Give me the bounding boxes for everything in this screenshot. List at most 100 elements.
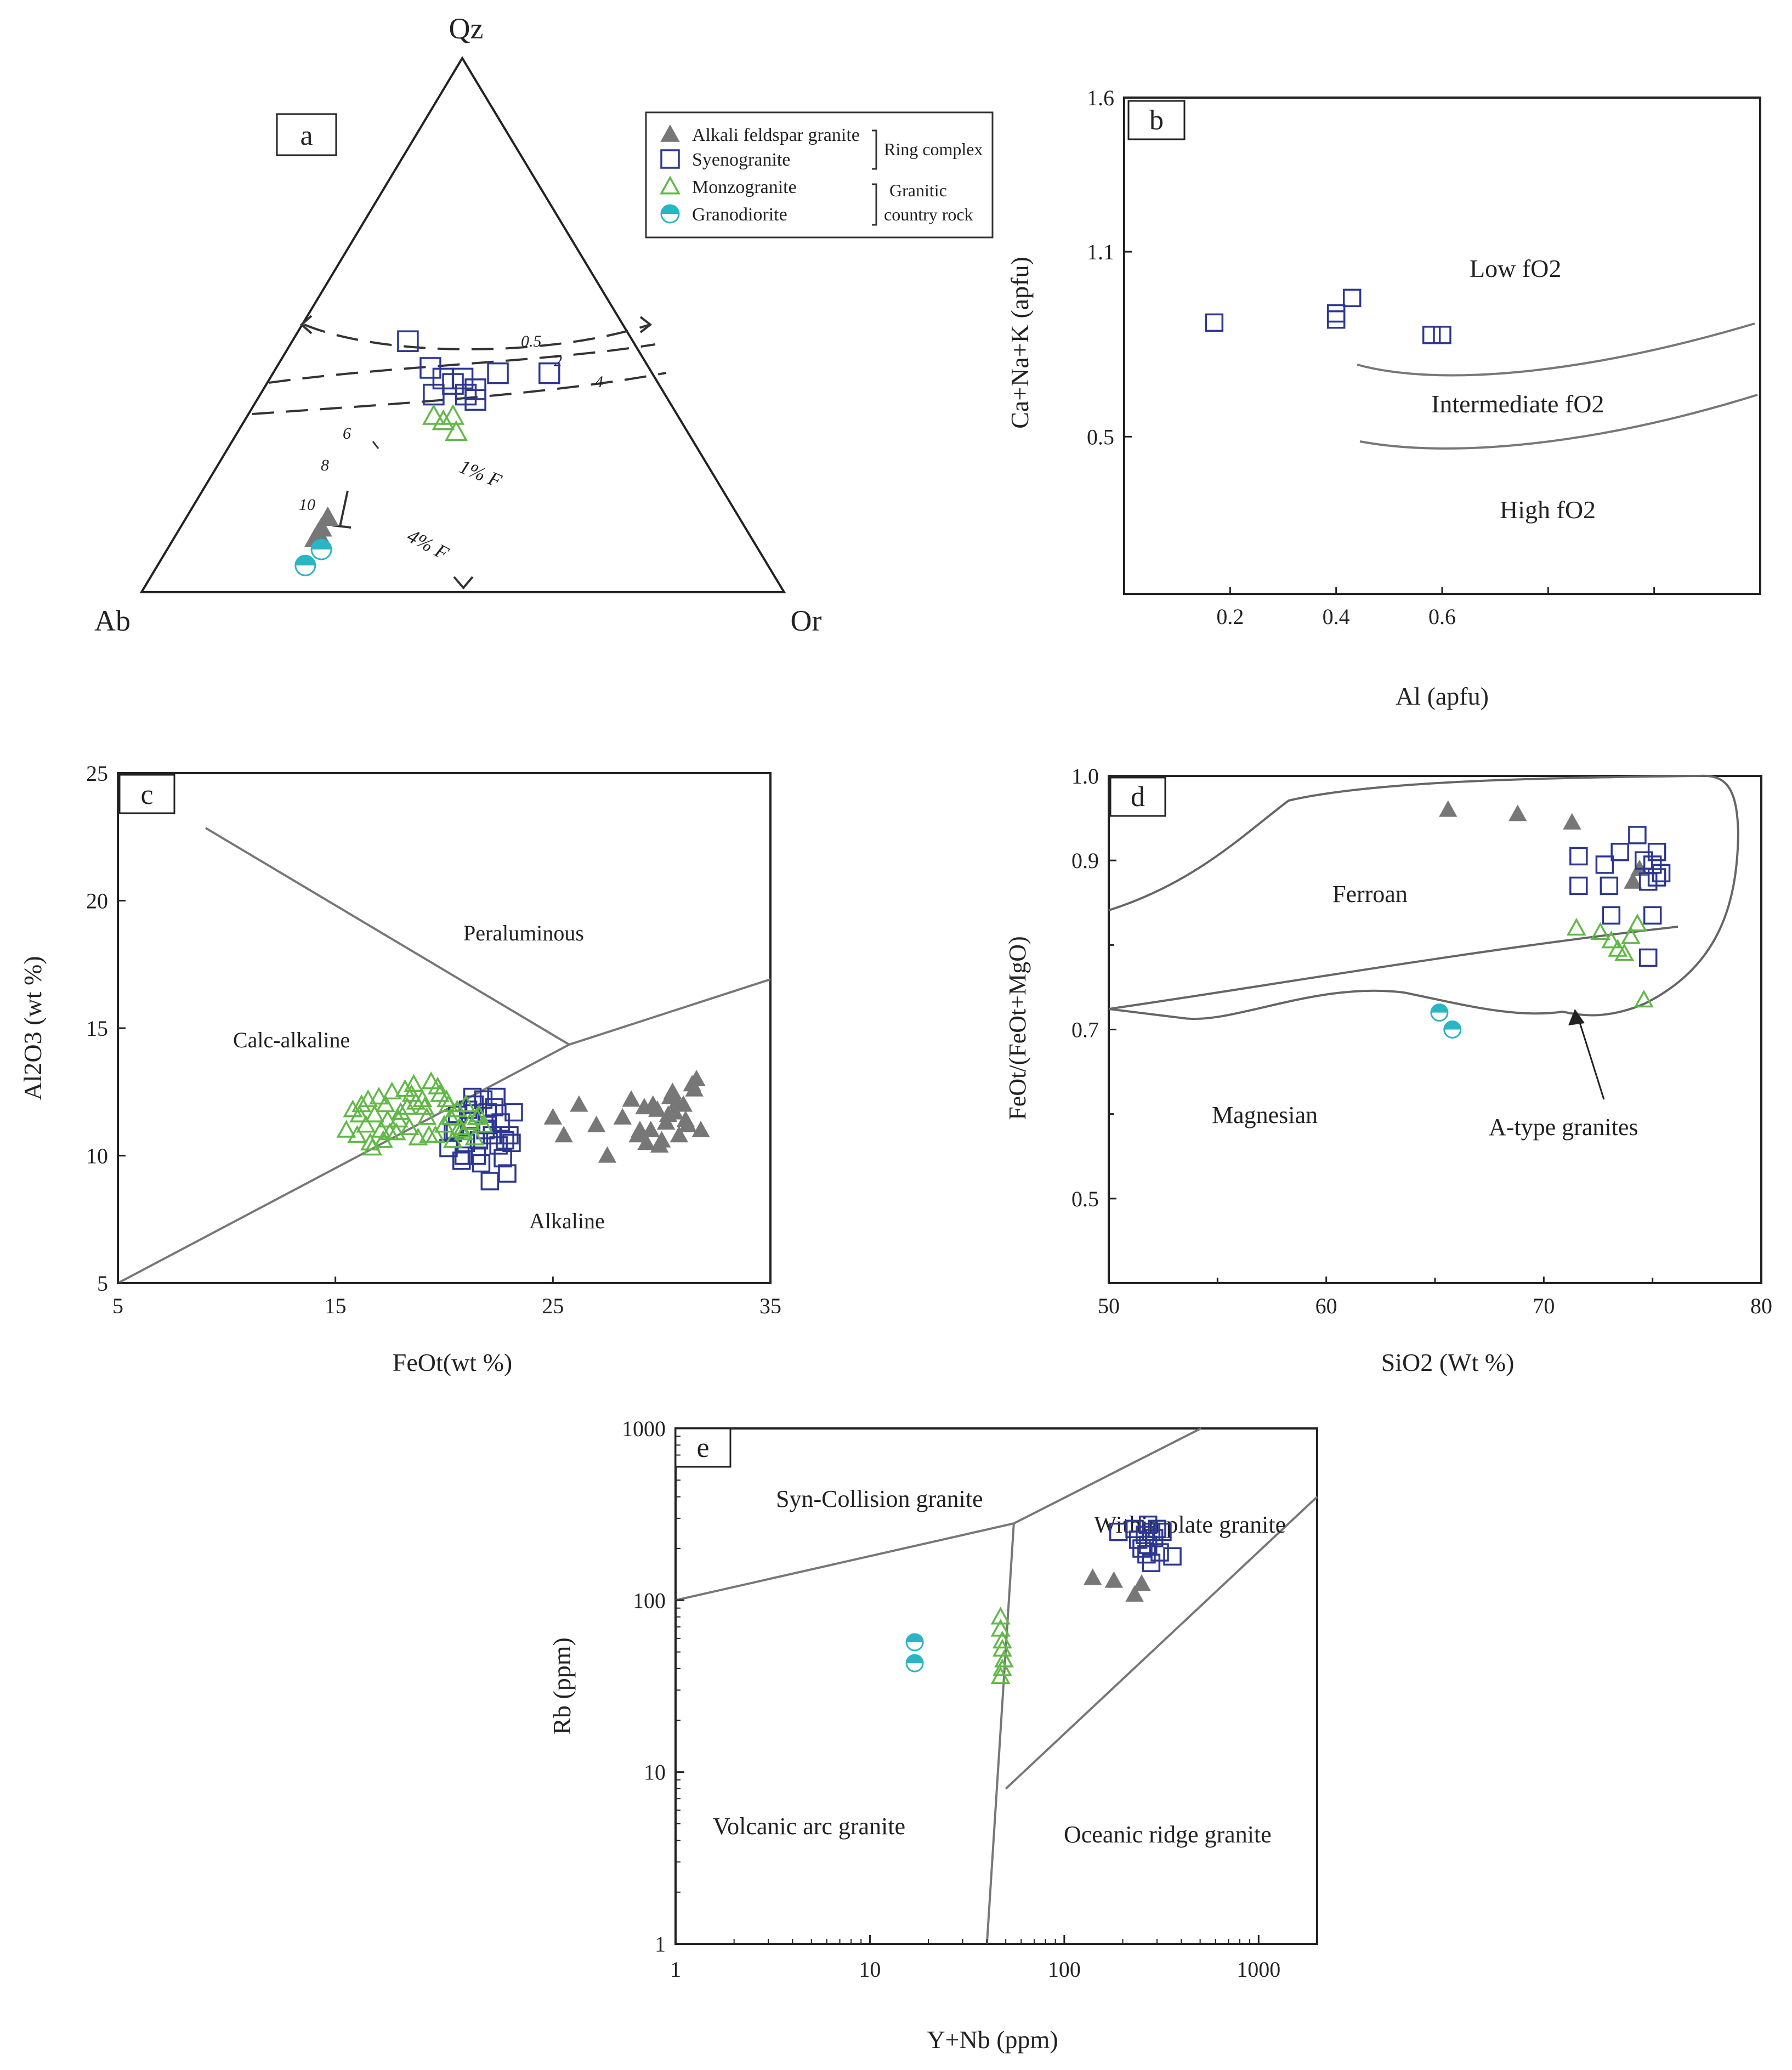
panel-c-point-alkali-feldspar-granite (543, 1108, 563, 1125)
panel-c-point-alkali-feldspar-granite (587, 1115, 606, 1132)
ferroan-magnesian-boundary (1108, 926, 1678, 1010)
panel-c-point-monzogranite (362, 1137, 383, 1156)
panel-c-point-monzogranite (365, 1104, 385, 1122)
panel-c-ticks: 5 15 25 35 5 10 15 20 25 (86, 761, 781, 1318)
panel-e-point-monzogranite (994, 1649, 1014, 1668)
panel-c-point-monzogranite (456, 1094, 476, 1113)
panel-c-point-syenogranite (480, 1172, 500, 1190)
y-tick-label: 1 (655, 1932, 666, 1956)
fluorine-arrow-6 (372, 441, 379, 449)
panel-d-point-syenogranite (1643, 906, 1662, 925)
panel-d-point-syenogranite (1647, 868, 1666, 887)
panel-e-point-granodiorite (905, 1633, 924, 1652)
panel-d-point-syenogranite (1602, 906, 1621, 925)
x-tick-label: 1000 (1237, 1957, 1280, 1982)
panel-c-point-syenogranite (504, 1103, 523, 1122)
curve-label-4: 4 (595, 373, 603, 391)
panel-c-point-alkali-feldspar-granite (691, 1120, 710, 1137)
panel-c-point-monzogranite (369, 1086, 389, 1105)
panel-c-point-monzogranite (408, 1127, 428, 1145)
panel-b-point-syenogranite (1433, 326, 1451, 344)
panel-c-point-alkali-feldspar-granite (670, 1126, 689, 1143)
boundary-vag-wpg (985, 1523, 1015, 1944)
panel-d-point-monzogranite (1627, 914, 1647, 932)
panel-c-points (336, 1069, 710, 1190)
vertex-label-right: Or (791, 604, 822, 637)
panel-d-point-granodiorite (1443, 1020, 1462, 1039)
panel-d-point-syenogranite (1569, 847, 1588, 866)
legend-box (645, 111, 994, 239)
panel-d-point-monzogranite (1614, 943, 1635, 961)
panel-e-point-monzogranite (992, 1658, 1012, 1676)
x-tick-label: 60 (1315, 1294, 1337, 1318)
panel-c-point-alkali-feldspar-granite (659, 1105, 678, 1122)
panel-c-point-monzogranite (428, 1076, 448, 1094)
panel-e-ticks: 1 10 100 1000 1 10 100 1000 (622, 1416, 1318, 1982)
panel-a-point-monzogranite (422, 404, 445, 425)
panel-c-point-monzogranite (395, 1079, 415, 1097)
y-tick-label: 0.9 (1071, 848, 1099, 873)
panel-a-ternary: Qz Ab Or a 0.5 2 4 6 8 10 1% F 4% F Alka… (94, 12, 994, 637)
panel-c-point-monzogranite (388, 1109, 409, 1128)
legend-label-syenogranite: Syenogranite (692, 150, 790, 170)
panel-e-point-syenogranite (1136, 1525, 1154, 1544)
panel-d: d Ferroan Magnesian A-type granites FeOt… (1004, 764, 1772, 1376)
panel-c-point-monzogranite (356, 1115, 376, 1133)
panel-a-point-monzogranite (445, 420, 468, 441)
panel-e-point-alkali-feldspar-granite (1104, 1571, 1124, 1588)
legend-label-monzogranite: Monzogranite (692, 177, 797, 197)
panel-d-point-monzogranite (1634, 989, 1654, 1008)
panel-c-point-syenogranite (502, 1133, 521, 1152)
boundary-peraluminous (205, 827, 570, 1046)
curve-label-0.5: 0.5 (521, 332, 542, 350)
xlabel-c: FeOt(wt %) (393, 1348, 512, 1376)
panel-c-point-monzogranite (382, 1081, 402, 1099)
region-label-volcanic-arc: Volcanic arc granite (713, 1813, 905, 1840)
region-label-oceanic-ridge: Oceanic ridge granite (1064, 1821, 1272, 1848)
y-tick-label: 0.7 (1071, 1018, 1099, 1042)
panel-c-point-monzogranite (447, 1099, 467, 1118)
x-tick-label: 80 (1750, 1294, 1772, 1318)
panel-c-point-monzogranite (440, 1107, 461, 1125)
panel-d-point-syenogranite (1647, 843, 1666, 861)
panel-c-point-syenogranite (489, 1136, 508, 1155)
panel-label-box-d (1109, 776, 1166, 817)
panel-d-point-alkali-feldspar-granite (1624, 872, 1642, 889)
panel-label-box-a (276, 113, 337, 156)
x-tick-label: 50 (1098, 1294, 1120, 1318)
panel-c-point-syenogranite (494, 1149, 512, 1167)
panel-d-point-syenogranite (1569, 876, 1588, 895)
panel-label-b: b (1149, 105, 1164, 136)
ylabel-e: Rb (ppm) (548, 1637, 576, 1735)
ylabel-c: Al2O3 (wt %) (19, 956, 47, 1100)
arrow-left (299, 315, 313, 334)
ylabel-d: FeOt/(FeOt+MgO) (1004, 936, 1031, 1120)
panel-e-point-alkali-feldspar-granite (1125, 1585, 1144, 1602)
y-tick-label: 10 (644, 1760, 666, 1785)
panel-label-box-b (1127, 100, 1186, 140)
panel-c-point-syenogranite (472, 1154, 491, 1173)
panel-c-point-monzogranite (406, 1092, 426, 1110)
region-label-ferroan: Ferroan (1332, 881, 1408, 908)
y-tick-label: 1.6 (1087, 86, 1114, 110)
y-tick-label: 1.0 (1071, 764, 1099, 789)
x-tick-label: 1 (670, 1957, 681, 1982)
panel-d-point-syenogranite (1600, 876, 1619, 895)
y-tick-label: 0.5 (1087, 424, 1114, 449)
panel-c-point-alkali-feldspar-granite (554, 1126, 573, 1143)
x-tick-label: 70 (1533, 1294, 1555, 1318)
panel-c-point-syenogranite (485, 1098, 503, 1116)
vertex-label-top: Qz (449, 12, 484, 45)
panel-d-point-syenogranite (1652, 864, 1671, 883)
panel-c-point-monzogranite (421, 1071, 441, 1090)
panel-a-point-monzogranite (441, 404, 465, 425)
panel-d-point-monzogranite (1601, 931, 1621, 949)
curve-label-4F: 4% F (404, 525, 452, 565)
panel-b-point-syenogranite (1326, 310, 1346, 329)
panel-b-frame (1123, 97, 1761, 595)
region-label-syn-collision: Syn-Collision granite (776, 1485, 983, 1512)
x-tick-label: 0.6 (1428, 604, 1456, 629)
panel-c-point-alkali-feldspar-granite (622, 1090, 640, 1107)
panel-b-point-syenogranite (1326, 304, 1346, 323)
